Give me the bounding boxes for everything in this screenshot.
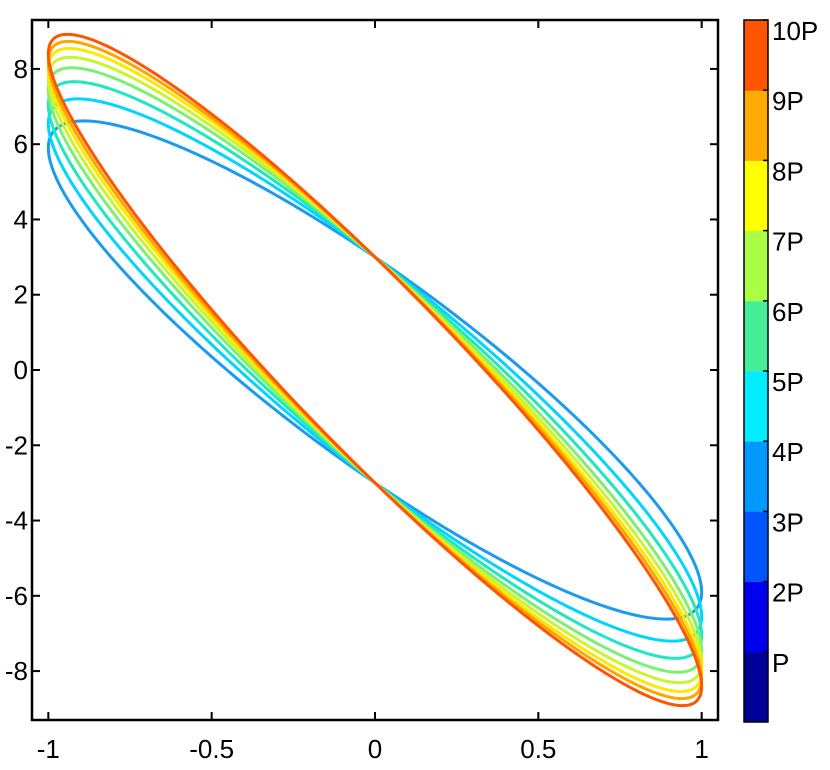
colorbar-segment	[744, 581, 768, 653]
colorbar-label: 5P	[772, 367, 804, 397]
x-tick-label: 1	[694, 734, 708, 764]
colorbar-segment	[744, 300, 768, 372]
loop-series-5	[46, 55, 704, 685]
colorbar-label: 8P	[772, 156, 804, 186]
colorbar-segment	[744, 441, 768, 512]
y-tick-label: 8	[14, 54, 28, 84]
colorbar-segment	[744, 160, 768, 232]
y-tick-label: 2	[14, 280, 28, 310]
x-tick-label: 0.5	[520, 734, 556, 764]
loop-series-4	[46, 66, 704, 674]
plot-frame	[30, 18, 720, 722]
colorbar-segment	[744, 90, 768, 161]
colorbar-label: P	[772, 648, 789, 678]
x-tick-label: 0	[368, 734, 382, 764]
y-tick-label: -2	[5, 430, 28, 460]
colorbar-label: 9P	[772, 86, 804, 116]
y-tick-label: 0	[14, 355, 28, 385]
colorbar-segment	[744, 511, 768, 583]
loop-series-7	[46, 39, 704, 701]
loop-series-group	[46, 32, 704, 708]
colorbar-label: 10P	[772, 16, 818, 46]
x-tick-label: -1	[37, 734, 60, 764]
y-axis: 8 6 4 2 0 -2 -4 -6 -8	[5, 54, 718, 686]
colorbar-label: 4P	[772, 437, 804, 467]
colorbar-segment	[744, 371, 768, 442]
colorbar-label: 3P	[772, 507, 804, 537]
loop-series-3	[46, 80, 704, 660]
loop-series-1	[46, 119, 704, 621]
colorbar-frame	[743, 19, 769, 723]
loop-series-2	[46, 97, 704, 643]
colorbar-label: 7P	[772, 227, 804, 257]
colorbar-segment	[744, 651, 768, 723]
colorbar-label: 6P	[772, 297, 804, 327]
y-tick-label: -6	[5, 581, 28, 611]
x-axis: -1 -0.5 0 0.5 1	[37, 20, 709, 764]
y-tick-label: -4	[5, 506, 28, 536]
colorbar-segment	[744, 20, 768, 91]
colorbar-segment	[744, 230, 768, 302]
y-tick-label: 4	[14, 204, 28, 234]
loop-series-8	[46, 32, 704, 708]
colorbar-label: 2P	[772, 578, 804, 608]
colorbar: P 2P 3P 4P 5P 6P 7P 8P 9P 10P	[743, 16, 818, 723]
x-tick-label: -0.5	[189, 734, 234, 764]
loop-series-6	[46, 46, 704, 694]
y-tick-label: -8	[5, 656, 28, 686]
y-tick-label: 6	[14, 129, 28, 159]
